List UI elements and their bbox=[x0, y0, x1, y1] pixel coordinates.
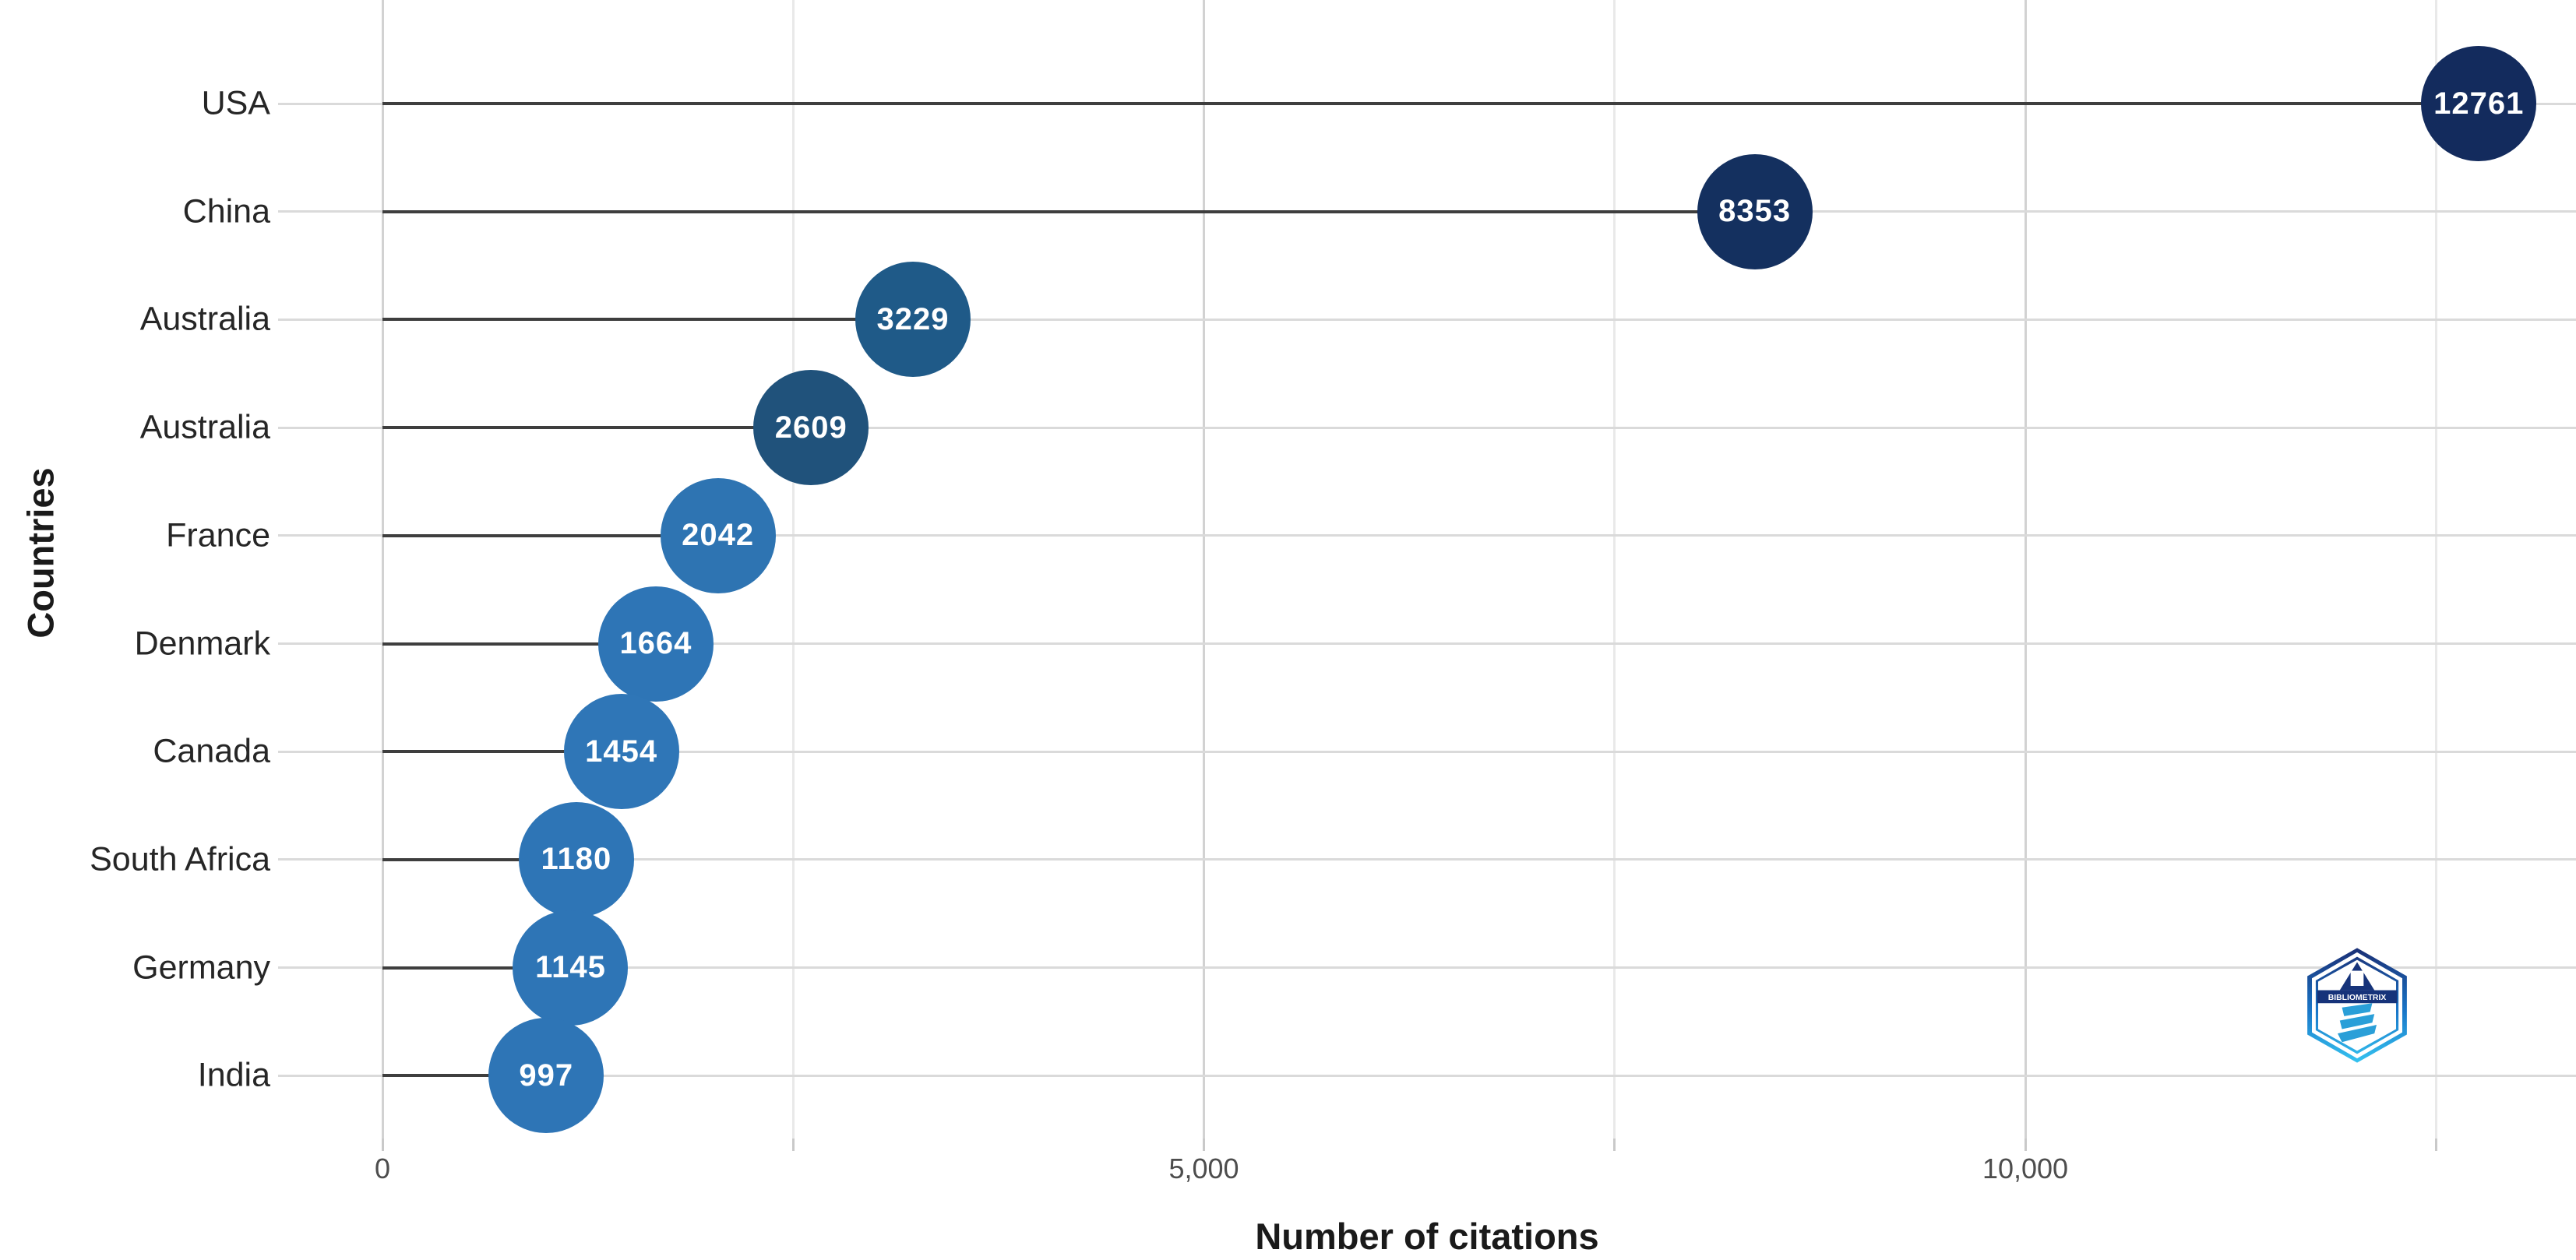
data-point-circle[interactable]: 8353 bbox=[1697, 153, 1813, 269]
lollipop-stem bbox=[382, 966, 571, 970]
data-point-circle[interactable]: 997 bbox=[488, 1018, 604, 1134]
row-gridline bbox=[278, 318, 2576, 321]
lollipop-stem bbox=[382, 533, 718, 537]
data-point-circle[interactable]: 12761 bbox=[2421, 46, 2537, 161]
x-minor-gridline bbox=[791, 0, 795, 1139]
lollipop-stem bbox=[382, 209, 1755, 213]
data-point-circle[interactable]: 1180 bbox=[518, 801, 634, 917]
lollipop-stem bbox=[382, 750, 622, 754]
y-axis-title: Countries bbox=[19, 467, 62, 639]
y-tick-label-country: France bbox=[166, 516, 270, 554]
x-tick-mark bbox=[2434, 1139, 2437, 1151]
y-tick-label-country: Canada bbox=[153, 732, 270, 770]
y-tick-label-country: Denmark bbox=[134, 625, 270, 662]
x-major-gridline bbox=[1203, 0, 1205, 1139]
data-point-value-label: 997 bbox=[519, 1058, 574, 1093]
data-point-value-label: 1454 bbox=[585, 734, 658, 769]
bibliometrix-hexagon-icon: BIBLIOMETRIX bbox=[2307, 948, 2407, 1063]
y-tick-label-country: China bbox=[182, 192, 270, 231]
x-tick-mark bbox=[2024, 1139, 2027, 1151]
lollipop-stem bbox=[382, 318, 913, 322]
data-point-value-label: 2609 bbox=[774, 410, 848, 445]
bibliometrix-logo-text: BIBLIOMETRIX bbox=[2328, 994, 2387, 1002]
bibliometrix-logo: BIBLIOMETRIX bbox=[2303, 947, 2412, 1064]
data-point-value-label: 2042 bbox=[682, 518, 755, 553]
data-point-circle[interactable]: 3229 bbox=[855, 262, 971, 378]
row-gridline bbox=[278, 642, 2576, 645]
data-point-circle[interactable]: 1145 bbox=[513, 910, 629, 1026]
y-tick-label-country: South Africa bbox=[90, 840, 270, 878]
lollipop-stem bbox=[382, 1074, 547, 1078]
y-tick-label-country: Germany bbox=[132, 949, 270, 987]
x-minor-gridline bbox=[2434, 0, 2437, 1139]
data-point-circle[interactable]: 2609 bbox=[753, 370, 869, 486]
row-gridline bbox=[278, 750, 2576, 753]
x-tick-mark bbox=[1613, 1139, 1616, 1151]
data-point-value-label: 8353 bbox=[1718, 194, 1792, 229]
lollipop-stem bbox=[382, 857, 576, 861]
x-tick-label: 5,000 bbox=[1168, 1153, 1239, 1184]
row-gridline bbox=[278, 534, 2576, 537]
x-tick-label: 0 bbox=[374, 1153, 391, 1184]
lollipop-stem bbox=[382, 426, 812, 430]
y-tick-label-country: Australia bbox=[139, 408, 270, 446]
data-point-value-label: 3229 bbox=[876, 301, 950, 336]
data-point-circle[interactable]: 2042 bbox=[660, 477, 776, 593]
x-tick-mark bbox=[791, 1139, 795, 1151]
y-tick-label-country: USA bbox=[201, 84, 270, 122]
x-tick-mark bbox=[381, 1139, 384, 1151]
row-gridline bbox=[278, 1074, 2576, 1077]
x-minor-gridline bbox=[1613, 0, 1616, 1139]
y-tick-label-country: India bbox=[197, 1056, 270, 1094]
row-gridline bbox=[278, 966, 2576, 970]
x-major-gridline bbox=[2024, 0, 2027, 1139]
data-point-value-label: 1180 bbox=[541, 842, 612, 877]
row-gridline bbox=[278, 426, 2576, 429]
x-major-gridline bbox=[381, 0, 384, 1139]
lollipop-stem bbox=[382, 102, 2479, 105]
x-tick-mark bbox=[1203, 1139, 1205, 1151]
x-tick-label: 10,000 bbox=[1982, 1153, 2069, 1184]
data-point-value-label: 1664 bbox=[619, 626, 692, 660]
lollipop-stem bbox=[382, 642, 656, 646]
x-axis-title: Number of citations bbox=[1255, 1216, 1599, 1257]
data-point-value-label: 1145 bbox=[535, 950, 606, 985]
y-tick-label-country: Australia bbox=[139, 300, 270, 338]
row-gridline bbox=[278, 858, 2576, 861]
data-point-circle[interactable]: 1454 bbox=[563, 694, 679, 810]
data-point-circle[interactable]: 1664 bbox=[597, 586, 714, 702]
data-point-value-label: 12761 bbox=[2433, 86, 2525, 121]
